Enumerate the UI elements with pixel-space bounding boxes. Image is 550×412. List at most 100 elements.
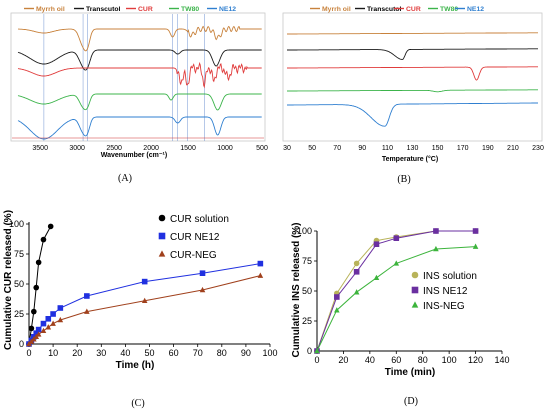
panel-b-legend-entry: Transcutol xyxy=(367,6,401,13)
panel-c-ticks: 0 10 20 30 40 50 60 70 80 90 100 0 25 50 75 100 xyxy=(9,219,278,358)
x-tick-label: 80 xyxy=(418,355,428,365)
legend-label: CUR NE12 xyxy=(170,232,220,243)
panel-b-x-tick-label: 210 xyxy=(507,145,519,152)
data-point xyxy=(40,320,47,327)
legend-marker xyxy=(158,232,166,240)
panel-d-y-axis-label: Cumulative INS released (%) xyxy=(291,222,302,357)
panel-b-x-ticks: 30 50 70 90 110 130 150 170 190 210 230 xyxy=(283,145,544,152)
y-tick-label: 100 xyxy=(297,226,312,236)
data-point xyxy=(45,324,52,330)
panel-a-reference-lines xyxy=(43,14,205,141)
y-tick-label: 100 xyxy=(9,219,24,229)
legend-entry: INS-NEG xyxy=(411,301,465,312)
panel-a-legend-entry: TW80 xyxy=(181,6,199,13)
panel-b-legend: Myrrh oil Transcutol CUR TW80 NE12 xyxy=(310,6,484,13)
panel-d-label: (D) xyxy=(404,396,418,407)
data-point xyxy=(199,286,206,293)
data-point xyxy=(57,316,64,323)
series-line xyxy=(28,275,261,345)
legend-label: CUR-NEG xyxy=(170,250,217,261)
panel-c-x-axis-label: Time (h) xyxy=(116,360,155,371)
panel-a-x-ticks: 3500 3000 2500 2000 1500 1000 500 xyxy=(32,145,268,152)
panel-b-x-tick-label: 30 xyxy=(283,145,291,152)
panel-a-spectra xyxy=(12,25,264,140)
panel-b-legend-entry: NE12 xyxy=(467,6,484,13)
series-line xyxy=(28,263,261,345)
x-tick-label: 20 xyxy=(338,355,348,365)
panel-a-legend-entry: NE12 xyxy=(219,6,236,13)
panel-a-series-transcutol xyxy=(17,49,262,71)
panel-a-legend: Myrrh oil Transcutol CUR TW80 NE12 xyxy=(24,6,236,13)
panel-d-x-axis-label: Time (min) xyxy=(385,367,435,378)
panel-b-x-tick-label: 50 xyxy=(308,145,316,152)
legend-label: INS NE12 xyxy=(423,286,468,297)
x-tick-label: 100 xyxy=(262,348,277,358)
panel-a-label: (A) xyxy=(118,173,132,184)
data-point xyxy=(28,325,35,332)
data-point xyxy=(257,260,264,267)
legend-label: INS-NEG xyxy=(423,301,465,312)
panel-a-frame xyxy=(10,12,266,142)
legend-entry: CUR solution xyxy=(158,214,229,225)
x-tick-label: 40 xyxy=(120,348,130,358)
data-point xyxy=(353,289,360,295)
data-point xyxy=(40,327,47,334)
series-cur-neg xyxy=(26,272,264,347)
x-tick-label: 30 xyxy=(96,348,106,358)
panel-a-x-axis-label: Wavenumber (cm⁻¹) xyxy=(101,152,167,159)
x-tick-label: 60 xyxy=(169,348,179,358)
panel-a-x-tick-label: 2500 xyxy=(106,145,122,152)
legend-entry: INS solution xyxy=(411,271,477,282)
x-tick-label: 0 xyxy=(314,355,319,365)
x-tick-label: 90 xyxy=(241,348,251,358)
panel-a-legend-entry: Transcutol xyxy=(86,6,120,13)
panel-a-series-tw80 xyxy=(17,93,262,111)
legend-entry: CUR-NEG xyxy=(158,250,217,261)
x-tick-label: 50 xyxy=(144,348,154,358)
legend-marker xyxy=(158,214,166,222)
data-point xyxy=(45,316,52,322)
data-point xyxy=(84,308,90,314)
panel-a-x-tick-label: 3000 xyxy=(69,145,85,152)
x-tick-label: 70 xyxy=(193,348,203,358)
data-point xyxy=(31,308,37,315)
data-point xyxy=(141,297,148,304)
panel-b-legend-entry: CUR xyxy=(406,6,421,13)
panel-b-series-transcutol xyxy=(287,48,538,60)
panel-b-x-tick-label: 190 xyxy=(482,145,494,152)
x-tick-label: 80 xyxy=(217,348,227,358)
panel-a-x-tick-label: 2000 xyxy=(143,145,159,152)
data-point xyxy=(472,228,479,234)
x-tick-label: 120 xyxy=(468,355,483,365)
data-point xyxy=(472,243,479,249)
panel-b-x-tick-label: 130 xyxy=(407,145,419,152)
x-tick-label: 20 xyxy=(72,348,82,358)
panel-d-legend: INS solution INS NE12 INS-NEG xyxy=(411,271,477,312)
panel-b-series-tw80 xyxy=(287,89,538,93)
data-point xyxy=(50,311,56,317)
panel-d-ticks: 0 20 40 60 80 100 120 140 0 25 50 75 100 xyxy=(297,226,510,365)
data-point xyxy=(84,293,90,299)
y-tick-label: 50 xyxy=(302,286,312,296)
data-point xyxy=(57,305,64,311)
y-tick-label: 50 xyxy=(14,279,24,289)
data-point xyxy=(141,278,148,285)
data-point xyxy=(433,228,439,234)
y-tick-label: 75 xyxy=(302,256,312,266)
panel-d-series xyxy=(314,228,479,354)
panel-b-legend-entry: TW80 xyxy=(440,6,458,13)
panel-a-x-tick-label: 1500 xyxy=(180,145,196,152)
panel-a-legend-entry: Myrrh oil xyxy=(36,6,65,13)
legend-marker xyxy=(411,286,419,294)
panel-d: 0 20 40 60 80 100 120 140 0 25 50 75 100 INS solutio… xyxy=(291,222,510,407)
panel-c-legend: CUR solution CUR NE12 CUR-NEG xyxy=(158,214,229,261)
panel-b-x-tick-label: 150 xyxy=(432,145,444,152)
x-tick-label: 60 xyxy=(391,355,401,365)
panel-b-x-tick-label: 170 xyxy=(457,145,469,152)
y-tick-label: 25 xyxy=(302,316,312,326)
panel-b-x-tick-label: 230 xyxy=(532,145,544,152)
panel-a-series-ne12 xyxy=(17,116,262,140)
legend-label: INS solution xyxy=(423,271,477,282)
panel-c-label: (C) xyxy=(131,398,144,409)
data-point xyxy=(33,330,40,336)
